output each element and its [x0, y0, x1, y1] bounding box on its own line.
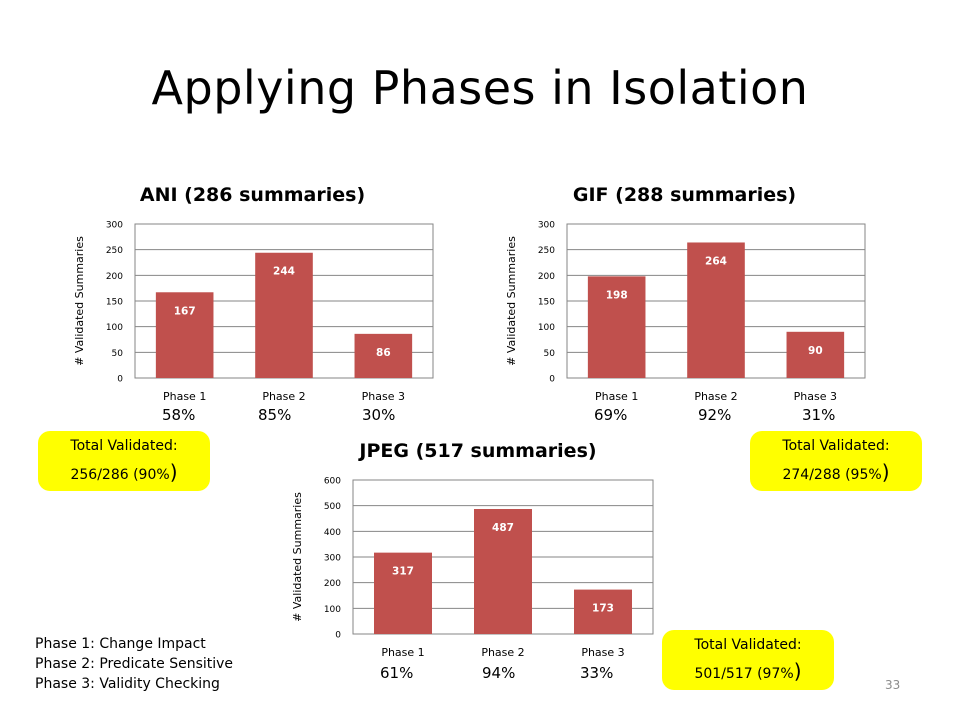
legend-phase2: Phase 2: Predicate Sensitive [35, 656, 234, 672]
jpeg-category-label-3: Phase 3 [581, 646, 624, 659]
ani-bar-3 [354, 333, 413, 378]
jpeg-pct-phase2: 94% [482, 664, 516, 682]
gif-ytick-label: 300 [538, 221, 555, 231]
gif-total-callout: Total Validated: 274/288 (95%) [750, 431, 922, 491]
gif-y-axis-label: # Validated Summaries [505, 236, 518, 366]
gif-bar-value-1: 198 [606, 289, 628, 301]
ani-chart: ANI (286 summaries) 0 50 100 150 200 250 300 # … [65, 180, 440, 412]
gif-ytick-label: 0 [549, 375, 555, 385]
ani-total-value: 256/286 (90% [70, 467, 170, 483]
gif-pct-phase1: 69% [594, 406, 628, 424]
legend-phase3: Phase 3: Validity Checking [35, 676, 220, 692]
ani-category-label-3: Phase 3 [362, 390, 405, 403]
gif-bar-3 [786, 331, 845, 378]
gif-total-paren: ) [881, 460, 890, 484]
gif-category-label-1: Phase 1 [595, 390, 638, 403]
jpeg-category-label-1: Phase 1 [381, 646, 424, 659]
jpeg-chart-title: JPEG (517 summaries) [359, 440, 597, 462]
jpeg-pct-phase3: 33% [580, 664, 614, 682]
ani-bar-1 [155, 292, 214, 378]
ani-bar-value-2: 244 [273, 266, 295, 278]
gif-ytick-label: 250 [538, 246, 555, 256]
jpeg-bar-value-1: 317 [392, 566, 414, 578]
ani-pct-phase2: 85% [258, 406, 292, 424]
jpeg-ytick-label: 300 [324, 554, 341, 564]
ani-ytick-label: 0 [117, 375, 123, 385]
ani-y-axis-label: # Validated Summaries [73, 236, 86, 366]
jpeg-bar-2 [474, 509, 532, 634]
jpeg-total-paren: ) [793, 659, 802, 683]
page-number: 33 [885, 678, 901, 692]
jpeg-total-value: 501/517 (97% [694, 666, 794, 682]
jpeg-ytick-label: 200 [324, 579, 341, 589]
gif-ytick-label: 100 [538, 323, 555, 333]
jpeg-ytick-label: 100 [324, 605, 341, 615]
jpeg-ytick-label: 500 [324, 502, 341, 512]
gif-ytick-label: 150 [538, 298, 555, 308]
gif-bar-value-3: 90 [808, 345, 823, 357]
phase-legend: Phase 1: Change Impact Phase 2: Predicat… [35, 634, 233, 694]
jpeg-ytick-label: 400 [324, 528, 341, 538]
gif-bar-1 [587, 276, 646, 378]
ani-bar-value-3: 86 [376, 347, 391, 359]
gif-total-value: 274/288 (95% [782, 467, 882, 483]
jpeg-pct-phase1: 61% [380, 664, 414, 682]
ani-category-label-1: Phase 1 [163, 390, 206, 403]
jpeg-ytick-label: 0 [335, 631, 341, 641]
ani-ytick-label: 100 [106, 323, 123, 333]
gif-ytick-label: 50 [544, 349, 556, 359]
jpeg-chart: JPEG (517 summaries) 0 100 200 300 400 500 600… [283, 436, 673, 668]
ani-ytick-label: 50 [112, 349, 124, 359]
ani-ytick-label: 150 [106, 298, 123, 308]
gif-chart-plot: 0 50 100 150 200 250 300 # Validated Summaries 1… [505, 221, 866, 403]
ani-total-label: Total Validated: [70, 438, 178, 454]
ani-ytick-label: 300 [106, 221, 123, 231]
jpeg-ytick-label: 600 [324, 477, 341, 487]
gif-pct-phase3: 31% [802, 406, 836, 424]
ani-ytick-label: 250 [106, 246, 123, 256]
ani-bar-value-1: 167 [174, 305, 196, 317]
ani-pct-phase1: 58% [162, 406, 196, 424]
ani-bar-2 [255, 252, 313, 378]
ani-ytick-label: 200 [106, 272, 123, 282]
jpeg-bar-value-3: 173 [592, 603, 614, 615]
gif-chart: GIF (288 summaries) 0 50 100 150 200 250 300 # … [497, 180, 872, 412]
jpeg-bar-1 [374, 552, 432, 634]
jpeg-bar-3 [574, 589, 632, 634]
ani-chart-title: ANI (286 summaries) [139, 184, 366, 206]
gif-total-label: Total Validated: [782, 438, 890, 454]
gif-category-label-2: Phase 2 [694, 390, 737, 403]
ani-category-label-2: Phase 2 [262, 390, 305, 403]
gif-category-label-3: Phase 3 [794, 390, 837, 403]
jpeg-y-axis-label: # Validated Summaries [291, 492, 304, 622]
ani-chart-plot: 0 50 100 150 200 250 300 # Validated Summaries 1… [73, 221, 434, 403]
gif-ytick-label: 200 [538, 272, 555, 282]
legend-phase1: Phase 1: Change Impact [35, 636, 206, 652]
ani-total-paren: ) [169, 460, 178, 484]
jpeg-bar-value-2: 487 [492, 522, 514, 534]
jpeg-total-label: Total Validated: [694, 637, 802, 653]
gif-pct-phase2: 92% [698, 406, 732, 424]
jpeg-category-label-2: Phase 2 [481, 646, 524, 659]
ani-pct-phase3: 30% [362, 406, 396, 424]
gif-chart-title: GIF (288 summaries) [572, 184, 797, 206]
gif-bar-value-2: 264 [705, 255, 727, 267]
gif-bar-2 [687, 242, 745, 378]
jpeg-total-callout: Total Validated: 501/517 (97%) [662, 630, 834, 690]
slide-title: Applying Phases in Isolation [151, 61, 809, 115]
ani-total-callout: Total Validated: 256/286 (90%) [38, 431, 210, 491]
jpeg-chart-plot: 0 100 200 300 400 500 600 # Validated Summaries… [291, 477, 654, 659]
